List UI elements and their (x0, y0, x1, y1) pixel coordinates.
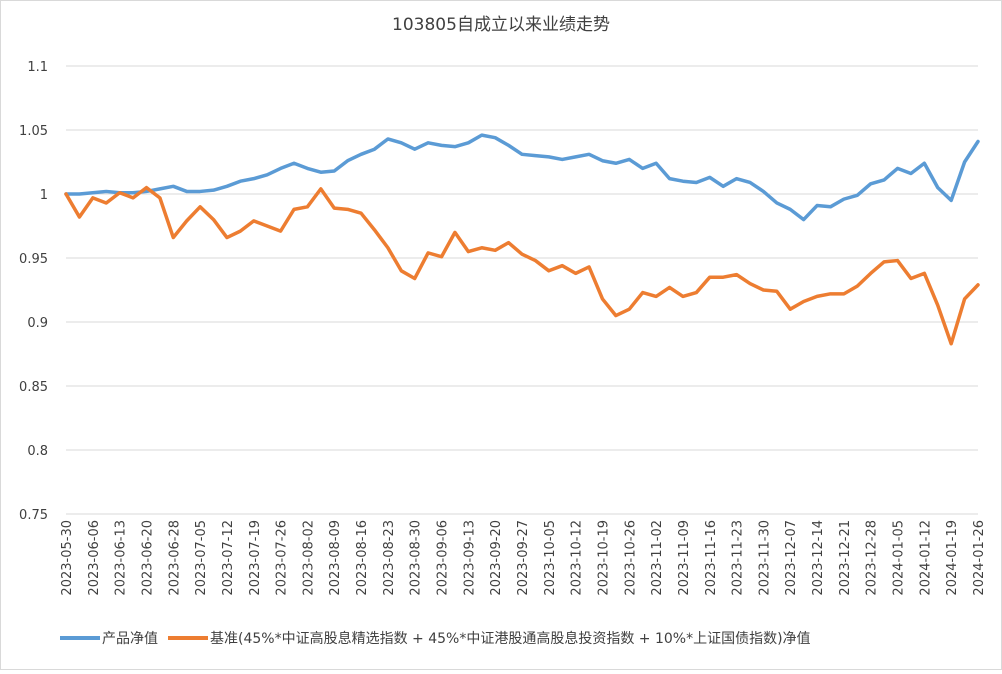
x-tick-label: 2023-11-30 (757, 520, 772, 596)
x-tick-label: 2023-08-23 (382, 520, 397, 596)
x-tick-label: 2023-06-13 (114, 520, 129, 596)
x-tick-label: 2023-12-14 (811, 520, 826, 596)
x-tick-label: 2023-09-27 (516, 520, 531, 596)
x-tick-label: 2023-07-26 (275, 520, 290, 596)
series-line (64, 185, 980, 346)
x-tick-label: 2023-12-28 (865, 520, 880, 596)
x-tick-label: 2024-01-26 (972, 520, 987, 596)
chart-title: 103805自成立以来业绩走势 (392, 15, 610, 35)
x-tick-label: 2023-11-09 (677, 520, 692, 596)
y-tick-label: 1.05 (19, 124, 48, 139)
x-tick-label: 2023-11-02 (650, 520, 665, 596)
y-tick-label: 0.75 (19, 508, 48, 523)
x-tick-label: 2023-06-06 (87, 520, 102, 596)
x-tick-label: 2023-09-13 (462, 520, 477, 596)
x-tick-label: 2023-08-16 (355, 520, 370, 596)
x-tick-label: 2024-01-12 (918, 520, 933, 596)
x-tick-label: 2023-10-05 (543, 520, 558, 596)
legend-label: 产品净值 (102, 631, 158, 647)
x-tick-label: 2023-07-12 (221, 520, 236, 596)
legend-label: 基准(45%*中证高股息精选指数 + 45%*中证港股通高股息投资指数 + 10… (210, 630, 811, 647)
x-tick-label: 2023-07-05 (194, 520, 209, 596)
x-tick-label: 2023-08-02 (301, 520, 316, 596)
x-tick-label: 2023-10-19 (596, 520, 611, 596)
x-tick-label: 2023-06-20 (140, 520, 155, 596)
y-tick-label: 0.9 (27, 316, 48, 331)
y-tick-label: 1.1 (27, 60, 48, 75)
y-tick-label: 0.8 (27, 444, 48, 459)
x-tick-label: 2024-01-19 (945, 520, 960, 596)
x-tick-label: 2024-01-05 (892, 520, 907, 596)
x-tick-label: 2023-12-21 (838, 520, 853, 596)
x-tick-label: 2023-11-16 (704, 520, 719, 596)
y-tick-label: 0.85 (19, 380, 48, 395)
x-tick-label: 2023-10-12 (570, 520, 585, 596)
x-tick-label: 2023-09-06 (436, 520, 451, 596)
y-tick-label: 0.95 (19, 252, 48, 267)
x-tick-label: 2023-08-09 (328, 520, 343, 596)
x-tick-label: 2023-12-07 (784, 520, 799, 596)
x-tick-label: 2023-09-20 (489, 520, 504, 596)
x-tick-label: 2023-07-19 (248, 520, 263, 596)
x-tick-label: 2023-06-28 (167, 520, 182, 596)
y-tick-label: 1 (40, 188, 48, 203)
x-tick-label: 2023-10-26 (623, 520, 638, 596)
series-line (64, 133, 980, 222)
x-tick-label: 2023-05-30 (60, 520, 75, 596)
x-tick-label: 2023-11-23 (731, 520, 746, 596)
x-tick-label: 2023-08-30 (409, 520, 424, 596)
